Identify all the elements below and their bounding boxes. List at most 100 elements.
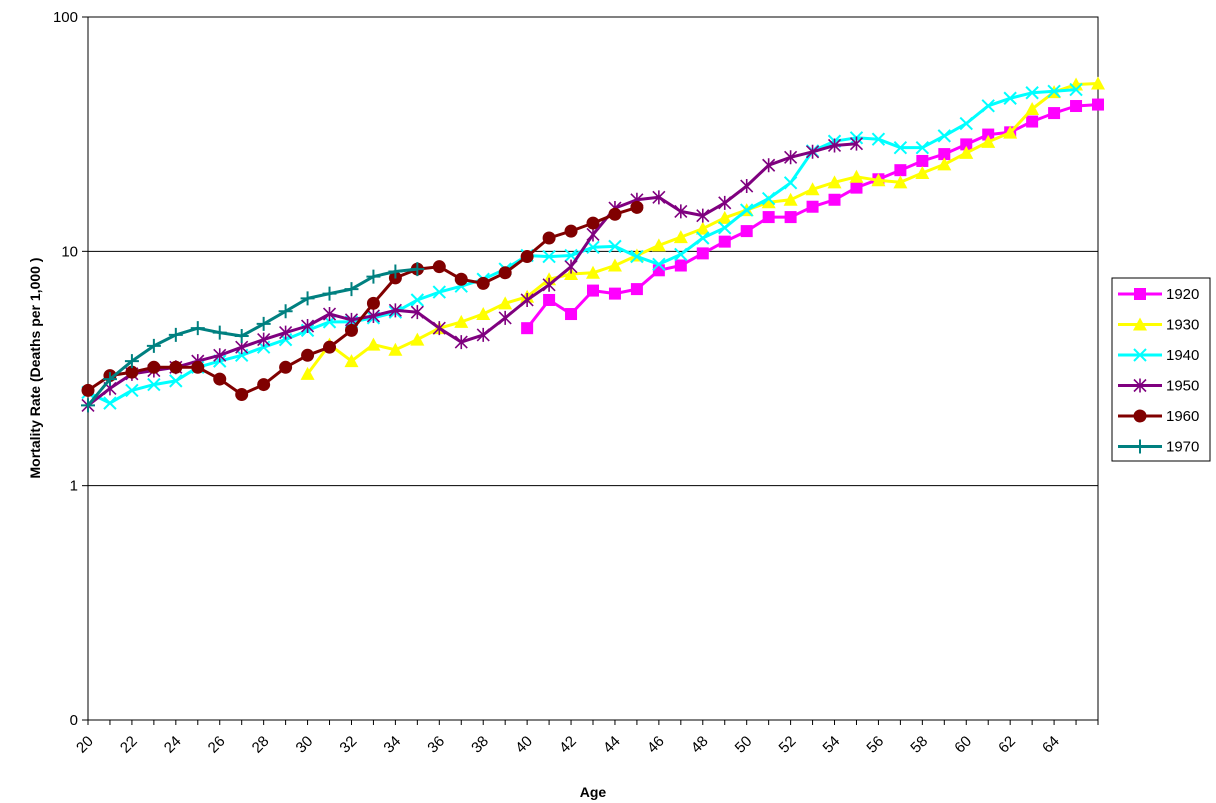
- data-point-1930: [849, 169, 864, 183]
- x-tick-label: 52: [776, 733, 800, 757]
- data-point-1950: [827, 138, 842, 153]
- data-point-1940: [981, 99, 995, 113]
- legend-label: 1940: [1166, 347, 1199, 364]
- data-point-1940: [871, 132, 886, 146]
- data-point-1950: [498, 310, 512, 325]
- data-point-1930: [410, 332, 425, 346]
- data-point-1950: [520, 292, 534, 307]
- x-tick-label: 26: [205, 733, 229, 757]
- data-point-1970: [344, 282, 359, 297]
- x-tick-label: 20: [73, 733, 97, 757]
- legend-marker: [1133, 439, 1147, 454]
- data-point-1960: [344, 323, 358, 337]
- data-point-1970: [234, 329, 249, 344]
- data-point-1920: [850, 181, 863, 194]
- data-point-1920: [1026, 115, 1039, 128]
- data-point-1930: [893, 175, 908, 189]
- y-axis-title: Mortality Rate (Deaths per 1,000 ): [27, 258, 43, 479]
- data-point-1940: [542, 249, 556, 264]
- data-point-1960: [235, 387, 249, 401]
- data-point-1940: [432, 285, 447, 299]
- x-tick-label: 44: [600, 733, 624, 757]
- x-tick-label: 60: [951, 733, 975, 757]
- data-point-1970: [102, 372, 117, 387]
- x-tick-label: 38: [468, 733, 492, 757]
- data-point-1940: [783, 176, 798, 190]
- data-point-1950: [454, 335, 468, 350]
- data-point-1920: [718, 235, 731, 248]
- data-point-1940: [674, 247, 688, 262]
- data-point-1930: [761, 195, 776, 209]
- series-lines: [81, 76, 1105, 413]
- y-tick-label: 100: [53, 9, 78, 26]
- data-point-1960: [125, 365, 139, 379]
- x-tick-label: 24: [161, 733, 185, 757]
- data-point-1970: [212, 325, 227, 340]
- data-point-1940: [1003, 91, 1017, 105]
- data-point-1940: [959, 116, 973, 131]
- data-point-1920: [521, 322, 534, 335]
- legend-item-1950: 1950: [1118, 378, 1199, 395]
- data-point-1950: [564, 259, 578, 274]
- data-point-1920: [608, 287, 621, 300]
- data-point-1940: [937, 129, 952, 143]
- data-point-1970: [168, 327, 183, 342]
- legend-item-1930: 1930: [1118, 317, 1199, 334]
- data-point-1940: [915, 140, 930, 155]
- legend-marker: [1133, 317, 1147, 331]
- data-point-1950: [784, 150, 798, 165]
- data-point-1930: [805, 182, 820, 196]
- data-point-1970: [81, 398, 95, 413]
- data-point-1950: [762, 158, 776, 173]
- x-tick-label: 48: [688, 733, 712, 757]
- data-point-1930: [937, 157, 952, 171]
- data-point-1930: [454, 314, 469, 328]
- data-point-1920: [1092, 98, 1104, 111]
- data-point-1930: [871, 173, 886, 187]
- data-point-1940: [630, 249, 644, 264]
- data-point-1960: [432, 260, 446, 274]
- data-point-1930: [827, 175, 842, 189]
- x-axis-title: Age: [580, 784, 607, 800]
- data-point-1950: [388, 303, 402, 318]
- data-point-1930: [366, 337, 381, 351]
- data-point-1940: [125, 383, 139, 398]
- data-point-1960: [498, 266, 512, 280]
- data-point-1950: [279, 325, 293, 340]
- legend-marker: [1133, 409, 1147, 423]
- data-point-1930: [344, 354, 359, 368]
- series-line-1970: [86, 267, 418, 407]
- data-point-1940: [761, 191, 776, 206]
- data-point-1960: [81, 383, 95, 397]
- y-tick-label: 0: [70, 712, 78, 729]
- legend-label: 1960: [1166, 408, 1199, 425]
- data-point-1970: [410, 262, 425, 277]
- series-1960: [81, 200, 644, 401]
- data-point-1960: [476, 276, 490, 290]
- data-point-1960: [213, 372, 227, 386]
- gridlines: [88, 250, 1098, 487]
- data-point-1960: [301, 348, 315, 362]
- x-tick-label: 42: [556, 733, 580, 757]
- x-tick-label: 34: [380, 733, 404, 757]
- data-point-1930: [607, 258, 622, 272]
- data-point-1970: [388, 264, 403, 279]
- data-point-1930: [783, 192, 798, 206]
- data-point-1940: [410, 293, 425, 307]
- data-point-1970: [190, 321, 205, 336]
- x-tick-label: 58: [907, 733, 931, 757]
- legend-marker: [1133, 348, 1147, 362]
- data-point-1930: [1091, 76, 1105, 90]
- data-point-1920: [960, 138, 973, 151]
- data-point-1970: [124, 354, 139, 369]
- data-point-1960: [454, 272, 468, 286]
- data-point-1970: [300, 291, 315, 306]
- data-point-1940: [1069, 82, 1083, 97]
- data-point-1930: [476, 307, 491, 321]
- data-point-1930: [695, 221, 710, 235]
- x-tick-label: 64: [1039, 733, 1063, 757]
- data-point-1940: [147, 377, 161, 392]
- series-1970: [81, 262, 425, 413]
- data-point-1920: [630, 283, 643, 296]
- data-point-1960: [191, 360, 205, 374]
